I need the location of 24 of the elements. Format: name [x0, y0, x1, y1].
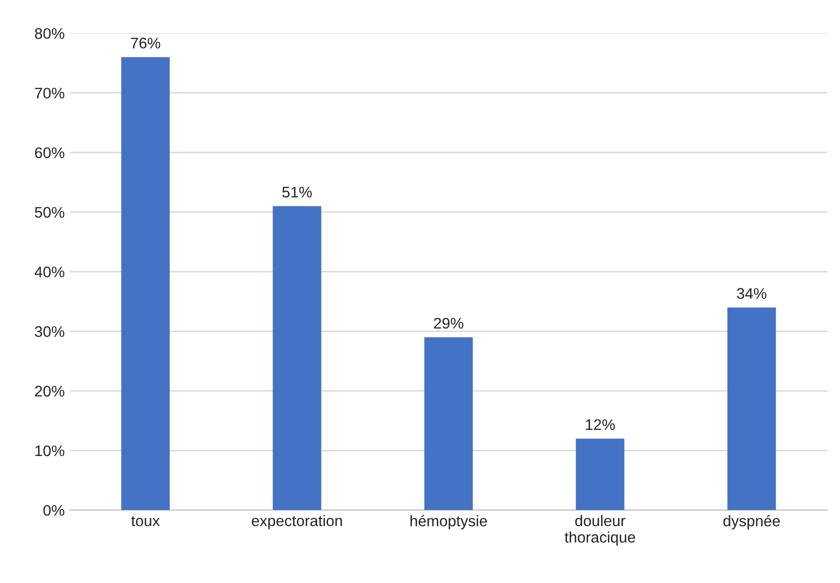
bar: [272, 206, 322, 510]
data-label: 34%: [736, 288, 766, 299]
x-tick-label: dyspnée: [723, 514, 780, 530]
x-tick-label: douleur thoracique: [564, 514, 636, 546]
data-label: 76%: [130, 38, 160, 48]
data-label: 12%: [586, 419, 615, 430]
x-tick-label: toux: [131, 516, 160, 526]
y-tick-label: 0%: [43, 504, 64, 516]
data-label: 29%: [434, 318, 464, 329]
bar: [121, 57, 170, 510]
y-tick-label: 80%: [34, 28, 64, 39]
y-tick-label: 50%: [34, 206, 64, 218]
bar: [576, 438, 624, 510]
y-tick-label: 30%: [34, 326, 64, 337]
y-tick-label: 70%: [35, 88, 64, 99]
bar: [727, 307, 776, 510]
y-tick-label: 10%: [35, 445, 64, 456]
y-tick-label: 40%: [34, 266, 64, 278]
data-label: 51%: [282, 186, 312, 198]
y-tick-label: 20%: [35, 386, 64, 397]
x-tick-label: expectoration: [252, 514, 342, 530]
x-tick-label: hémoptysie: [410, 514, 487, 530]
y-tick-label: 60%: [35, 147, 64, 158]
bar: [424, 337, 473, 510]
